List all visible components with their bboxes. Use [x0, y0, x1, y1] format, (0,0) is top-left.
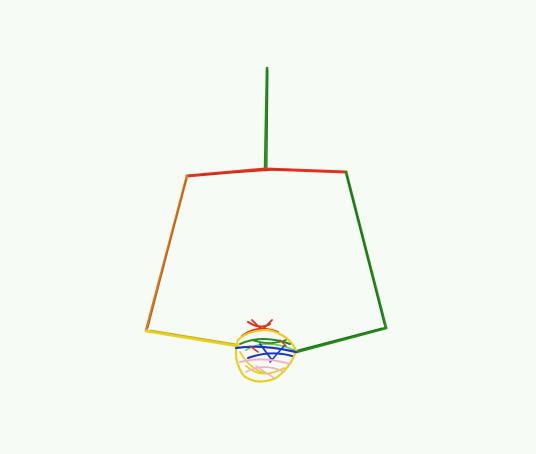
bottom-left-arm: [144, 329, 240, 348]
bottom-right-arm: [294, 326, 388, 354]
bottom-knot: [234, 319, 298, 383]
top-bar: [185, 167, 348, 178]
right-leg: [344, 170, 388, 330]
left-leg: [144, 174, 189, 333]
top-stem: [263, 66, 269, 172]
